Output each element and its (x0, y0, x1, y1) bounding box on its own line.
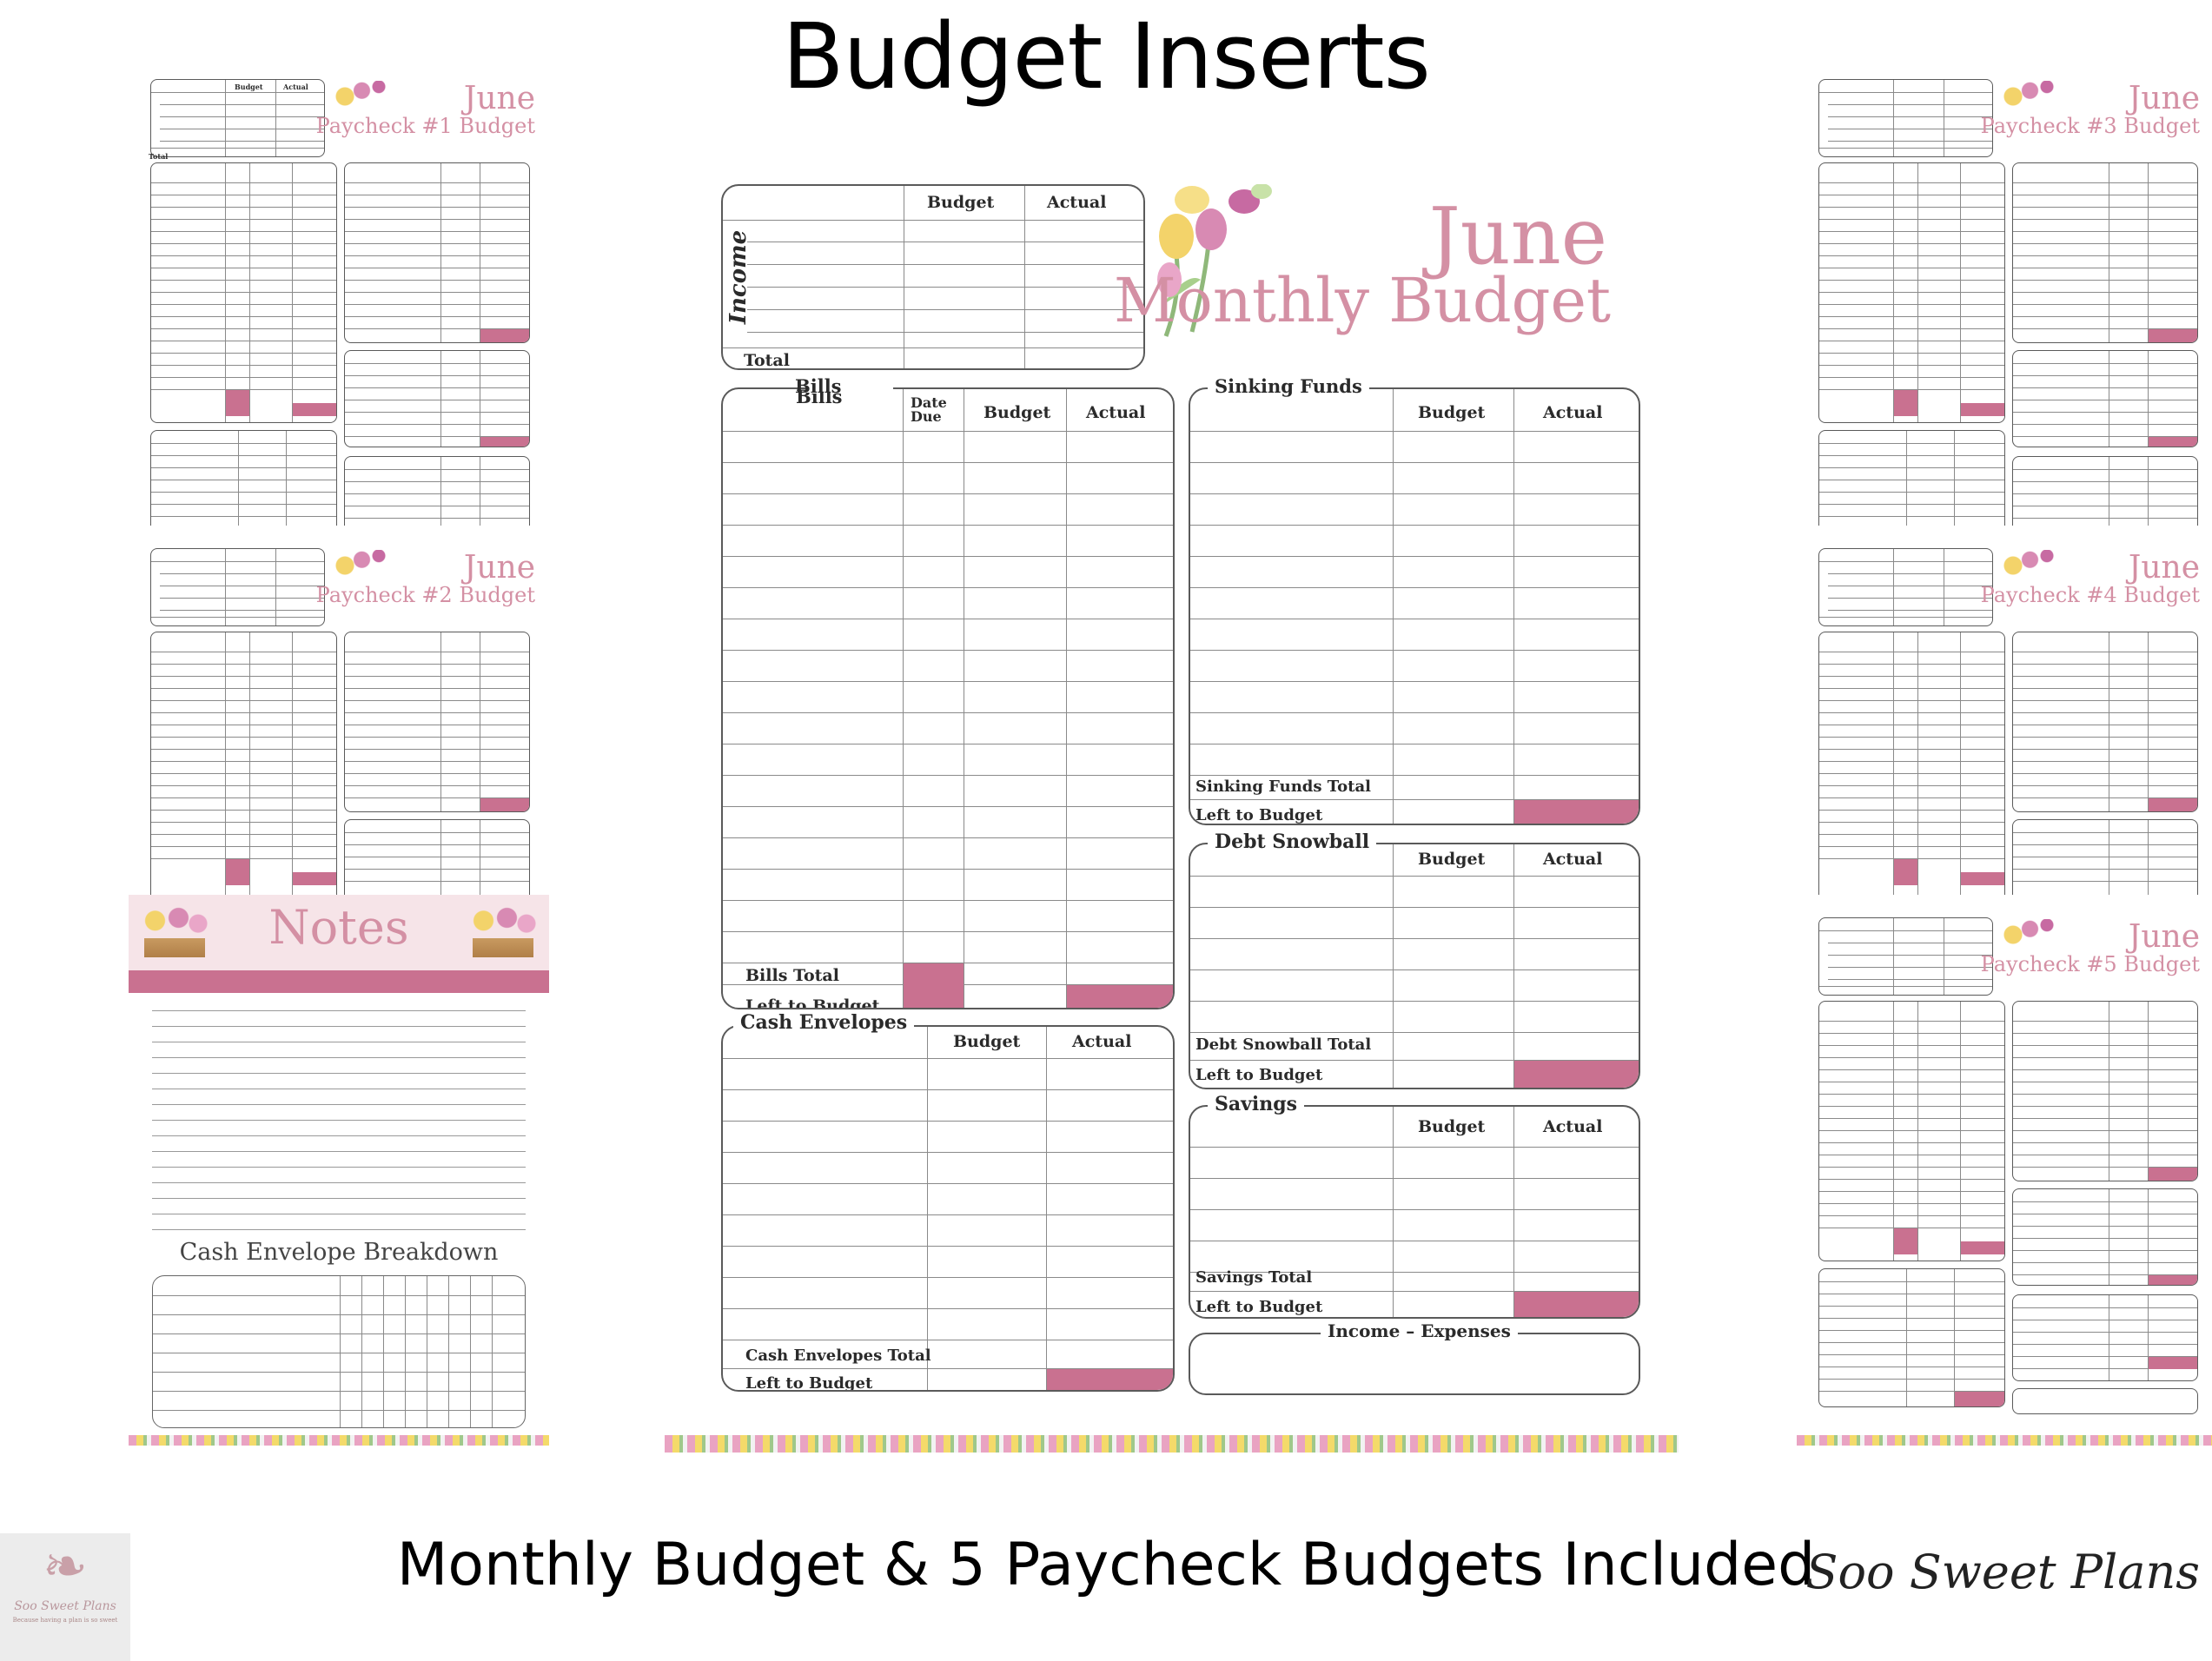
debt-budget-header: Budget (1418, 850, 1486, 869)
sinking-left-label: Left to Budget (1195, 806, 1323, 824)
income-table: Budget Actual Income Total (721, 184, 1145, 370)
bills-actual-header: Actual (1086, 403, 1146, 422)
cash-total-label: Cash Envelopes Total (745, 1347, 931, 1365)
debt-actual-header: Actual (1543, 850, 1603, 869)
cash-left-label: Left to Budget (745, 1374, 873, 1392)
paycheck-4-month: June (2128, 550, 2200, 586)
monthly-budget-page: Budget Actual Income Total June Monthly … (712, 174, 1651, 1407)
monthly-subtitle: Monthly Budget (1114, 265, 1611, 336)
paycheck-floral-strip (1797, 1435, 2212, 1446)
tulip-bouquet-illustration (1157, 184, 1272, 337)
savings-table: Budget Actual Savings Total Left to Budg… (1189, 1105, 1640, 1319)
cash-envelope-breakdown-grid (152, 1275, 526, 1428)
savings-left-label: Left to Budget (1195, 1298, 1323, 1316)
paycheck-5-subtitle: Paycheck #5 Budget (1980, 952, 2200, 976)
bills-budget-header: Budget (983, 403, 1051, 422)
paycheck-1-month: June (463, 81, 535, 116)
debt-snowball-legend: Debt Snowball (1208, 830, 1377, 853)
cash-envelopes-table: Budget Actual Cash Envelopes Total Left … (721, 1025, 1175, 1392)
income-label: Income (725, 229, 752, 325)
debt-left-label: Left to Budget (1195, 1066, 1323, 1084)
paycheck-3-page: June Paycheck #3 Budget (1797, 74, 2212, 526)
paycheck-3-subtitle: Paycheck #3 Budget (1980, 114, 2200, 138)
notes-header-band (129, 970, 549, 993)
bills-label: Bills (796, 387, 843, 407)
income-expenses-legend: Income – Expenses (1321, 1320, 1518, 1341)
paycheck-2-page: June Paycheck #2 Budget (129, 543, 549, 895)
cash-envelopes-legend: Cash Envelopes (733, 1011, 915, 1034)
notes-title: Notes (268, 900, 409, 955)
cash-actual-header: Actual (1072, 1032, 1132, 1051)
debt-total-label: Debt Snowball Total (1195, 1036, 1372, 1054)
savings-legend: Savings (1208, 1093, 1305, 1115)
bills-legend: Bills (795, 375, 842, 397)
logo-name: Soo Sweet Plans (14, 1599, 116, 1613)
sinking-actual-header: Actual (1543, 403, 1603, 422)
logo-tagline: Because having a plan is so sweet (12, 1617, 118, 1624)
sinking-total-label: Sinking Funds Total (1195, 778, 1371, 796)
savings-budget-header: Budget (1418, 1117, 1486, 1136)
bills-table: Bills Date Due Budget Actual Bills Total… (721, 387, 1175, 1009)
swan-icon: ❧ (43, 1534, 88, 1598)
flower-basket-right-illustration (464, 903, 542, 961)
income-budget-header: Budget (927, 193, 995, 212)
debt-snowball-table: Budget Actual Debt Snowball Total Left t… (1189, 843, 1640, 1089)
paycheck-1-page: Budget Actual Total June Paycheck #1 Bud… (129, 74, 549, 526)
paycheck-4-page: June Paycheck #4 Budget (1797, 543, 2212, 895)
paycheck-5-month: June (2128, 919, 2200, 955)
sinking-budget-header: Budget (1418, 403, 1486, 422)
income-total-label: Total (744, 351, 790, 370)
bills-date-due-header: Date Due (911, 394, 947, 425)
page-title: Budget Inserts (782, 3, 1431, 109)
footer-caption: Monthly Budget & 5 Paycheck Budgets Incl… (396, 1531, 1816, 1599)
bills-total-label: Bills Total (745, 966, 839, 985)
paycheck-1-subtitle: Paycheck #1 Budget (315, 114, 535, 138)
cash-budget-header: Budget (953, 1032, 1021, 1051)
flower-basket-left-illustration (136, 903, 214, 961)
bills-left-label: Left to Budget (745, 996, 880, 1009)
paycheck-2-month: June (463, 550, 535, 586)
brand-logo: ❧ Soo Sweet Plans Because having a plan … (0, 1533, 130, 1661)
floral-border-strip (665, 1435, 1679, 1453)
notes-floral-strip (129, 1435, 549, 1446)
paycheck-3-month: June (2128, 81, 2200, 116)
monthly-month: June (1428, 191, 1607, 282)
savings-actual-header: Actual (1543, 1117, 1603, 1136)
income-expenses-box (1189, 1333, 1640, 1395)
paycheck-2-subtitle: Paycheck #2 Budget (315, 583, 535, 607)
cash-envelope-breakdown-title: Cash Envelope Breakdown (179, 1239, 499, 1266)
sinking-funds-legend: Sinking Funds (1208, 375, 1369, 397)
income-actual-header: Actual (1047, 193, 1107, 212)
sinking-funds-table: Budget Actual Sinking Funds Total Left t… (1189, 387, 1640, 825)
paycheck-4-subtitle: Paycheck #4 Budget (1980, 583, 2200, 607)
brand-signature: Soo Sweet Plans (1805, 1545, 2200, 1599)
savings-total-label: Savings Total (1195, 1268, 1313, 1287)
paycheck-5-page: June Paycheck #5 Budget (1797, 912, 2212, 1420)
